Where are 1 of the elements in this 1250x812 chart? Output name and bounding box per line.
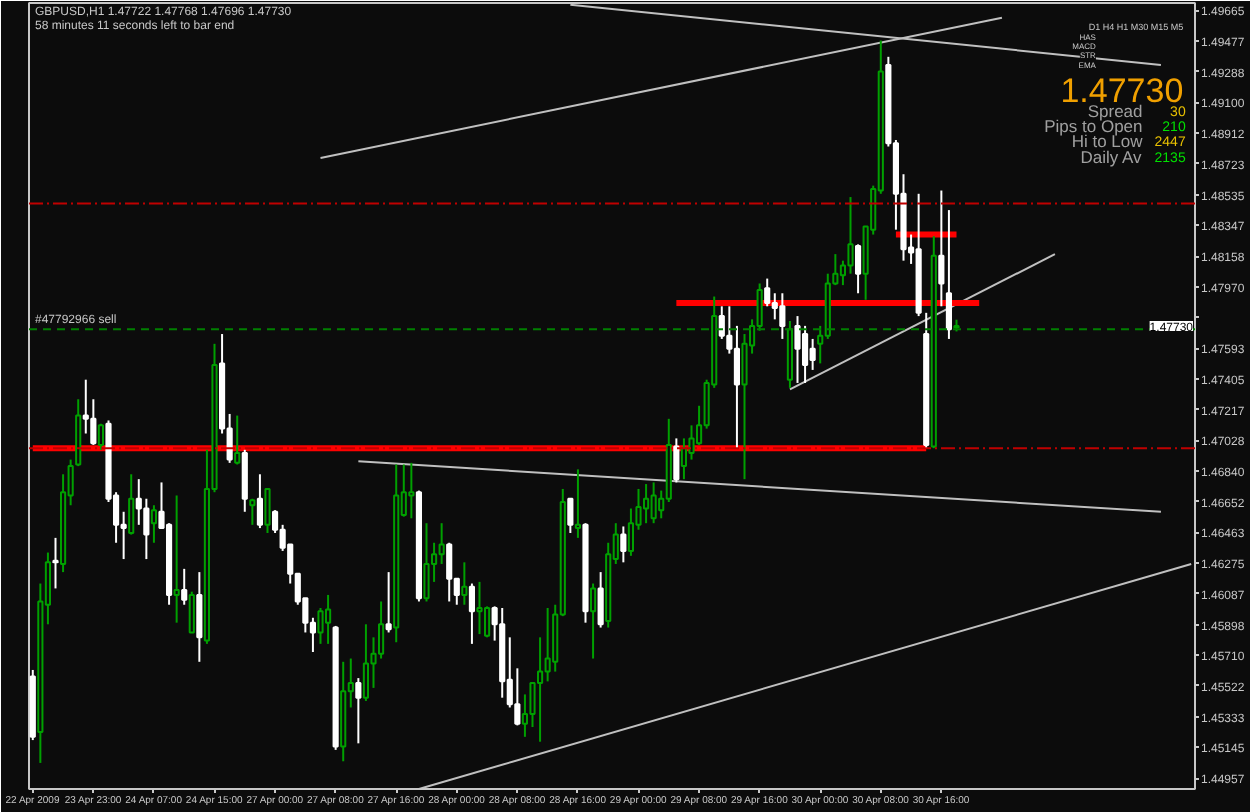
annotation: Daily Av (1080, 146, 1144, 167)
